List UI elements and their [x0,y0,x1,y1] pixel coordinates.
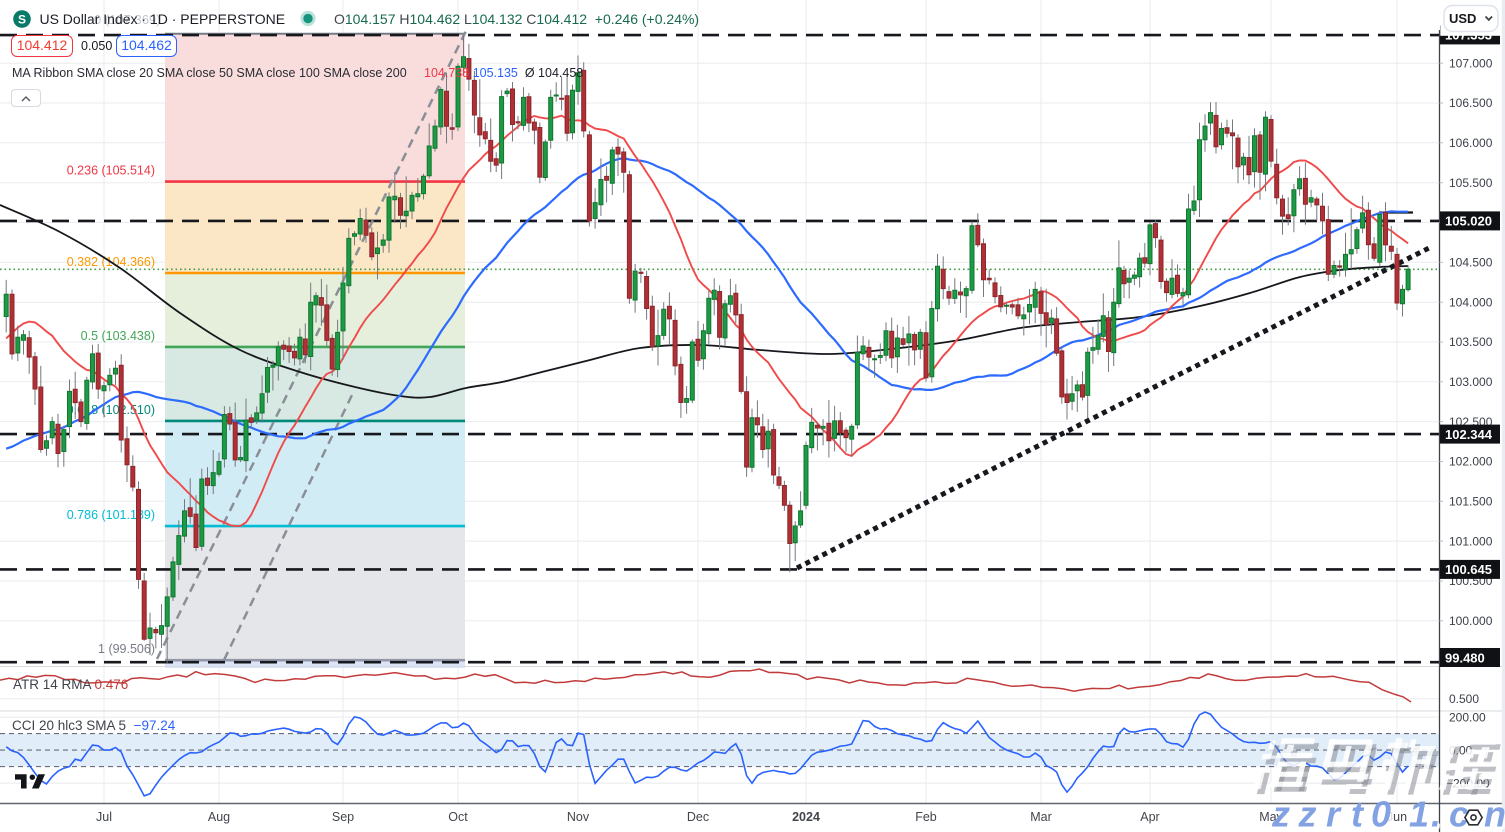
svg-text:n: n [1484,794,1505,832]
svg-text:106.500: 106.500 [1449,96,1493,110]
svg-text:c: c [1452,796,1472,832]
svg-text:Dec: Dec [687,810,709,824]
svg-text:0.786 (101.189): 0.786 (101.189) [67,508,155,522]
svg-text:106.000: 106.000 [1449,136,1493,150]
svg-text:Jun: Jun [1387,810,1407,824]
svg-text:r: r [1329,796,1345,832]
svg-text:100.645: 100.645 [1445,562,1492,577]
svg-text:107.000: 107.000 [1449,56,1493,70]
svg-text:z: z [1298,794,1317,832]
svg-text:102.344: 102.344 [1445,427,1493,442]
svg-text:t: t [1354,796,1368,832]
svg-text:100.000: 100.000 [1449,614,1493,628]
svg-text:105.500: 105.500 [1449,176,1493,190]
svg-text:102.000: 102.000 [1449,455,1493,469]
svg-text:z: z [1300,796,1319,832]
svg-text:2024: 2024 [792,810,820,824]
svg-text:1: 1 [1412,796,1432,832]
svg-text:1: 1 [1409,794,1429,832]
svg-text:z: z [1271,794,1290,832]
svg-text:Mar: Mar [1030,810,1052,824]
svg-text:Sep: Sep [332,810,354,824]
svg-text:Feb: Feb [915,810,937,824]
svg-text:t: t [1351,794,1365,832]
svg-text:103.500: 103.500 [1449,335,1493,349]
svg-text:Nov: Nov [567,810,590,824]
svg-text:.: . [1434,796,1444,832]
svg-text:104.500: 104.500 [1449,256,1493,270]
svg-text:103.000: 103.000 [1449,375,1493,389]
svg-text:0.236 (105.514): 0.236 (105.514) [67,164,155,178]
svg-text:z: z [1274,796,1293,832]
svg-text:n: n [1487,796,1505,832]
svg-text:99.480: 99.480 [1445,650,1485,665]
svg-text:Jul: Jul [96,810,112,824]
svg-text:May: May [1259,810,1283,824]
svg-text:Aug: Aug [208,810,230,824]
svg-text:200.00: 200.00 [1449,710,1486,724]
svg-text:c: c [1449,794,1469,832]
svg-text:0: 0 [1374,796,1394,832]
svg-text:0.500: 0.500 [1449,692,1479,706]
svg-text:S: S [18,12,26,26]
svg-text:1 (99.506): 1 (99.506) [98,642,155,656]
svg-text:Apr: Apr [1140,810,1159,824]
svg-text:104.000: 104.000 [1449,295,1493,309]
svg-text:0: 0 [1371,794,1391,832]
svg-text:101.500: 101.500 [1449,495,1493,509]
svg-text:101.000: 101.000 [1449,534,1493,548]
svg-text:0.5 (103.438): 0.5 (103.438) [81,329,155,343]
svg-text:.: . [1431,794,1441,832]
svg-text:105.020: 105.020 [1445,214,1492,229]
svg-text:r: r [1326,794,1342,832]
svg-text:Oct: Oct [448,810,468,824]
